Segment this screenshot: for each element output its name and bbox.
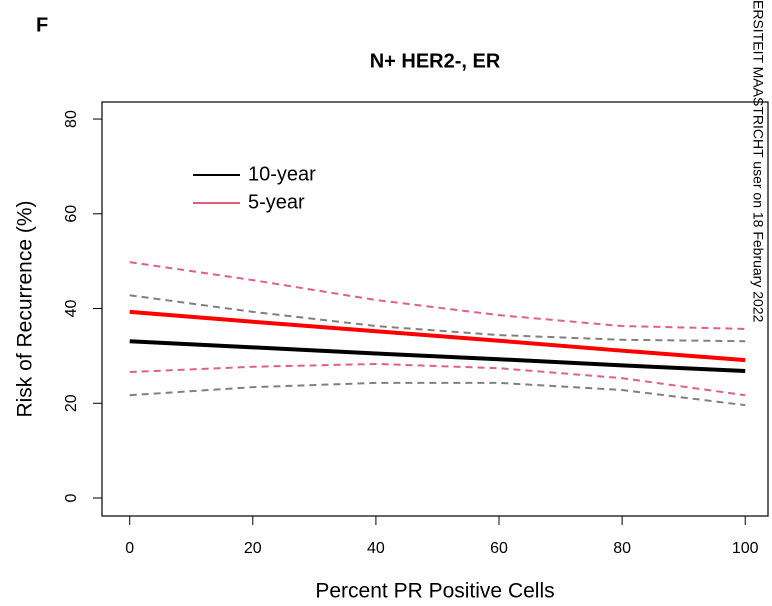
- y-tick-label: 20: [63, 394, 80, 412]
- x-tick-label: 40: [367, 540, 385, 557]
- x-axis-label: Percent PR Positive Cells: [315, 580, 554, 603]
- x-tick-label: 0: [125, 540, 134, 557]
- legend-label: 5-year: [248, 191, 305, 213]
- ci-upper: [129, 261, 746, 330]
- y-tick-label: 80: [63, 110, 80, 128]
- x-tick-label: 20: [244, 540, 262, 557]
- plot-frame: [101, 101, 769, 517]
- ci-lower: [129, 362, 746, 397]
- ci-lower: [129, 381, 746, 407]
- watermark: ERSITEIT MAASTRICHT user on 18 February …: [750, 0, 766, 323]
- series-line: [129, 339, 746, 374]
- series-line: [129, 309, 746, 363]
- y-tick-label: 0: [63, 493, 80, 502]
- x-tick-label: 80: [613, 540, 631, 557]
- chart-title: N+ HER2-, ER: [370, 50, 501, 72]
- y-tick-label: 40: [63, 300, 80, 318]
- panel-label: F: [36, 14, 48, 36]
- y-tick-label: 60: [63, 205, 80, 223]
- x-tick-label: 60: [490, 540, 508, 557]
- y-axis-label: Risk of Recurrence (%): [14, 200, 37, 417]
- legend-label: 10-year: [248, 163, 316, 185]
- x-tick-label: 100: [732, 540, 759, 557]
